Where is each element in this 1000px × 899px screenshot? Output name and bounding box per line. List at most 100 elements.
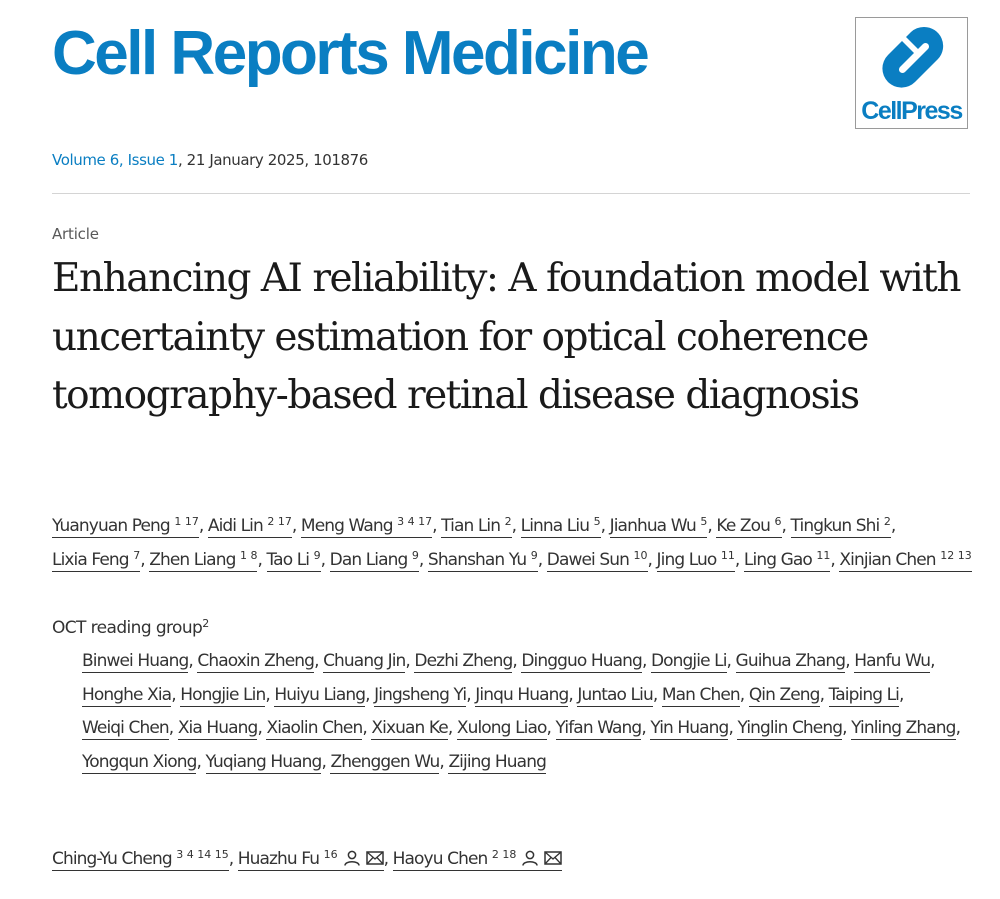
group-member-link[interactable]: Dingguo Huang bbox=[521, 651, 643, 673]
author-name: Yuanyuan Peng bbox=[52, 516, 171, 536]
separator: , bbox=[842, 718, 852, 739]
author-link[interactable]: Aidi Lin 2 17 bbox=[207, 516, 292, 538]
separator: , bbox=[321, 751, 331, 772]
author-link[interactable]: Ke Zou 6 bbox=[716, 515, 782, 538]
group-member-link[interactable]: Binwei Huang bbox=[82, 651, 189, 673]
author-affiliation: 16 bbox=[323, 848, 338, 861]
group-member-link[interactable]: Chaoxin Zheng bbox=[197, 651, 315, 673]
group-member-link[interactable]: Jingsheng Yi bbox=[374, 684, 467, 707]
separator: , bbox=[140, 549, 150, 570]
group-member-link[interactable]: Hongjie Lin bbox=[180, 684, 266, 707]
group-member-link[interactable]: Qin Zeng bbox=[748, 684, 820, 707]
author-link[interactable]: Zhen Liang 1 8 bbox=[149, 549, 258, 572]
group-member-link[interactable]: Yongqun Xiong bbox=[82, 751, 197, 774]
author-link[interactable]: Lixia Feng 7 bbox=[52, 548, 141, 572]
author-link[interactable]: Dan Liang 9 bbox=[329, 548, 419, 572]
author-affiliation: 10 bbox=[633, 548, 648, 562]
group-member-link[interactable]: Juntao Liu bbox=[577, 684, 654, 707]
author-link[interactable]: Jianhua Wu 5 bbox=[609, 516, 708, 538]
separator: , bbox=[512, 651, 522, 671]
group-member-link[interactable]: Man Chen bbox=[661, 684, 741, 707]
separator: , bbox=[432, 516, 442, 536]
author-link[interactable]: Jing Luo 11 bbox=[656, 549, 735, 572]
separator: , bbox=[930, 651, 935, 671]
person-icon[interactable] bbox=[343, 850, 361, 866]
group-member-link[interactable]: Yuqiang Huang bbox=[205, 751, 322, 774]
corresponding-author-link[interactable]: Haoyu Chen 2 18 bbox=[392, 849, 563, 871]
group-member-link[interactable]: Zijing Huang bbox=[448, 751, 547, 774]
group-member-link[interactable]: Honghe Xia bbox=[82, 684, 172, 707]
separator: , bbox=[228, 849, 238, 869]
group-member-link[interactable]: Hanfu Wu bbox=[854, 651, 931, 673]
author-affiliation: 9 bbox=[313, 548, 321, 562]
separator: , bbox=[819, 684, 829, 705]
group-member-link[interactable]: Xulong Liao bbox=[456, 718, 547, 741]
author-name: Dawei Sun bbox=[546, 549, 630, 570]
author-affiliation: 9 bbox=[411, 548, 419, 562]
author-affiliation: 6 bbox=[774, 515, 782, 528]
separator: , bbox=[365, 684, 375, 705]
envelope-icon[interactable] bbox=[544, 850, 563, 866]
author-link[interactable]: Tao Li 9 bbox=[266, 548, 321, 572]
cellpress-logo-text: CellPress bbox=[861, 97, 963, 125]
author-link[interactable]: Xinjian Chen 12 13 bbox=[839, 548, 972, 572]
journal-title[interactable]: Cell Reports Medicine bbox=[52, 19, 650, 88]
group-member-link[interactable]: Guihua Zhang bbox=[735, 651, 846, 673]
author-name: Tian Lin bbox=[441, 516, 501, 536]
author-name: Haoyu Chen bbox=[392, 849, 489, 869]
cellpress-logo[interactable]: CellPress bbox=[855, 17, 968, 129]
author-link[interactable]: Linna Liu 5 bbox=[520, 516, 601, 538]
separator: , bbox=[168, 718, 178, 739]
group-member-link[interactable]: Huiyu Liang bbox=[274, 684, 366, 707]
group-member-link[interactable]: Yin Huang bbox=[650, 718, 729, 741]
separator: , bbox=[845, 651, 855, 671]
article-title: Enhancing AI reliability: A foundation m… bbox=[52, 256, 961, 418]
separator: , bbox=[257, 549, 267, 570]
author-affiliation: 1 17 bbox=[174, 515, 199, 528]
author-affiliation: 3 4 17 bbox=[397, 515, 433, 528]
separator: , bbox=[447, 718, 457, 739]
group-member-link[interactable]: Yinling Zhang bbox=[851, 718, 956, 741]
author-affiliation: 12 13 bbox=[940, 548, 972, 562]
author-name: Huazhu Fu bbox=[237, 849, 320, 869]
author-link[interactable]: Shanshan Yu 9 bbox=[427, 549, 538, 572]
issue-link[interactable]: Volume 6, Issue 1 bbox=[52, 151, 178, 169]
separator: , bbox=[265, 684, 275, 705]
group-member-link[interactable]: Taiping Li bbox=[828, 684, 900, 707]
author-link[interactable]: Meng Wang 3 4 17 bbox=[300, 515, 433, 538]
group-member-link[interactable]: Xiaolin Chen bbox=[266, 718, 363, 741]
group-member-link[interactable]: Chuang Jin bbox=[323, 651, 406, 673]
author-link[interactable]: Dawei Sun 10 bbox=[546, 548, 648, 572]
group-member-link[interactable]: Yifan Wang bbox=[555, 718, 642, 741]
author-affiliation: 7 bbox=[133, 548, 141, 562]
group-member-link[interactable]: Jinqu Huang bbox=[475, 684, 569, 707]
separator: , bbox=[830, 549, 840, 570]
author-affiliation: 2 bbox=[504, 515, 512, 528]
author-link[interactable]: Yuanyuan Peng 1 17 bbox=[52, 516, 199, 538]
group-member-link[interactable]: Xixuan Ke bbox=[371, 718, 449, 741]
group-member-link[interactable]: Dongjie Li bbox=[650, 651, 727, 673]
group-member-link[interactable]: Xia Huang bbox=[177, 718, 258, 741]
separator: , bbox=[196, 751, 206, 772]
person-icon[interactable] bbox=[521, 850, 539, 866]
separator: , bbox=[641, 718, 651, 739]
corresponding-author-link[interactable]: Ching-Yu Cheng 3 4 14 15 bbox=[52, 849, 229, 871]
group-member-link[interactable]: Yinglin Cheng bbox=[737, 718, 843, 741]
group-member-list: Binwei Huang, Chaoxin Zheng, Chuang Jin,… bbox=[82, 645, 972, 779]
author-link[interactable]: Tian Lin 2 bbox=[441, 515, 512, 538]
separator: , bbox=[405, 651, 415, 671]
author-name: Meng Wang bbox=[300, 516, 394, 536]
separator: , bbox=[734, 549, 744, 570]
envelope-icon[interactable] bbox=[365, 850, 384, 866]
author-name: Zhen Liang bbox=[149, 549, 236, 570]
group-member-link[interactable]: Weiqi Chen bbox=[82, 718, 170, 741]
separator: , bbox=[890, 516, 896, 536]
separator: , bbox=[466, 684, 476, 705]
corresponding-author-link[interactable]: Huazhu Fu 16 bbox=[237, 848, 384, 871]
author-link[interactable]: Tingkun Shi 2 bbox=[790, 516, 891, 538]
group-member-link[interactable]: Zhenggen Wu bbox=[330, 751, 440, 774]
separator: , bbox=[546, 718, 556, 739]
author-link[interactable]: Ling Gao 11 bbox=[743, 549, 831, 572]
group-member-link[interactable]: Dezhi Zheng bbox=[414, 651, 513, 673]
separator: , bbox=[707, 516, 717, 536]
